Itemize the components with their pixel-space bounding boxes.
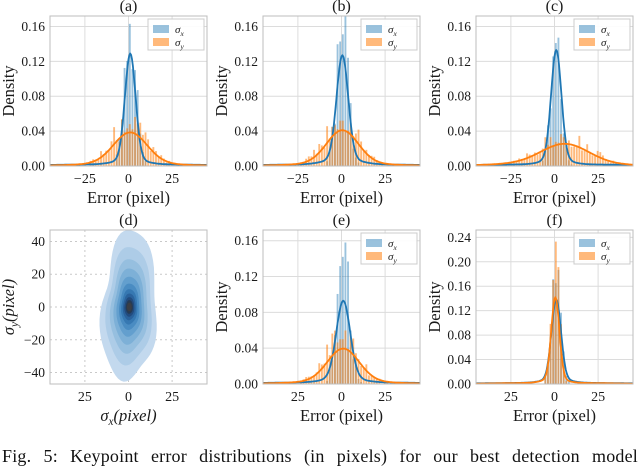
svg-text:Density: Density — [213, 281, 231, 333]
svg-text:0.16: 0.16 — [234, 233, 258, 248]
svg-text:0.00: 0.00 — [234, 377, 258, 392]
svg-text:(a): (a) — [120, 0, 138, 15]
svg-text:0.16: 0.16 — [234, 19, 258, 34]
svg-text:0.20: 0.20 — [447, 254, 471, 269]
svg-text:0: 0 — [338, 390, 345, 405]
svg-text:0.04: 0.04 — [234, 124, 258, 139]
svg-text:σx: σx — [388, 238, 397, 252]
svg-text:25: 25 — [291, 390, 305, 405]
svg-text:25: 25 — [78, 390, 92, 405]
svg-text:0.00: 0.00 — [234, 159, 258, 174]
svg-text:25: 25 — [165, 390, 179, 405]
svg-text:σx(pixel): σx(pixel) — [100, 406, 156, 428]
svg-text:0.08: 0.08 — [447, 89, 471, 104]
svg-text:0.04: 0.04 — [21, 124, 45, 139]
svg-text:Error (pixel): Error (pixel) — [300, 188, 383, 207]
svg-text:0.08: 0.08 — [447, 328, 471, 343]
svg-text:0: 0 — [125, 172, 132, 187]
svg-text:0.08: 0.08 — [234, 89, 258, 104]
figure-caption: Fig. 5: Keypoint error distributions (in… — [2, 446, 638, 466]
svg-text:σx: σx — [388, 24, 397, 38]
subplot-b: 0.00 0.04 0.08 0.12 0.16 −25 0 25 Error (pixel) D… — [213, 0, 426, 212]
svg-text:25: 25 — [378, 172, 392, 187]
svg-text:σy: σy — [601, 251, 610, 265]
svg-text:25: 25 — [591, 172, 605, 187]
svg-text:σx: σx — [601, 24, 610, 38]
svg-text:0.16: 0.16 — [21, 19, 45, 34]
svg-text:25: 25 — [165, 172, 179, 187]
svg-text:σx: σx — [601, 238, 610, 252]
svg-text:−25: −25 — [500, 172, 522, 187]
svg-text:σy: σy — [601, 37, 610, 51]
svg-text:0: 0 — [338, 172, 345, 187]
svg-text:−20: −20 — [24, 332, 45, 347]
subplot-d: −40 −20 0 20 40 25 0 25 σx(pixel) σy(pixel) (d) — [0, 212, 213, 436]
svg-text:(b): (b) — [332, 0, 351, 15]
svg-text:0.16: 0.16 — [447, 19, 471, 34]
svg-text:20: 20 — [32, 267, 46, 282]
svg-text:Error (pixel): Error (pixel) — [513, 188, 596, 207]
svg-text:25: 25 — [378, 390, 392, 405]
svg-text:Error (pixel): Error (pixel) — [87, 188, 170, 207]
svg-text:0.04: 0.04 — [234, 341, 258, 356]
svg-text:0.04: 0.04 — [447, 124, 471, 139]
svg-text:0.00: 0.00 — [447, 159, 471, 174]
svg-text:0.12: 0.12 — [234, 54, 258, 69]
svg-text:0.00: 0.00 — [447, 377, 471, 392]
svg-text:Density: Density — [0, 65, 18, 117]
svg-text:−40: −40 — [24, 365, 45, 380]
subplot-c: 0.00 0.04 0.08 0.12 0.16 −25 0 25 Error (pixel) D… — [426, 0, 639, 212]
svg-text:0.16: 0.16 — [447, 279, 471, 294]
svg-text:−25: −25 — [287, 172, 309, 187]
svg-text:(c): (c) — [546, 0, 564, 15]
svg-text:Density: Density — [426, 65, 444, 117]
svg-text:0.12: 0.12 — [234, 269, 258, 284]
svg-text:25: 25 — [504, 390, 518, 405]
svg-text:Error (pixel): Error (pixel) — [300, 406, 383, 425]
svg-text:0.08: 0.08 — [21, 89, 45, 104]
subplot-row-top: 0.00 0.04 0.08 0.12 0.16 −25 0 25 Error (pixel) D… — [0, 0, 640, 212]
svg-text:σy: σy — [388, 251, 397, 265]
svg-text:−25: −25 — [74, 172, 96, 187]
svg-text:0.08: 0.08 — [234, 305, 258, 320]
svg-text:(e): (e) — [333, 212, 351, 229]
subplot-canvas: −40 −20 0 20 40 25 0 25 σx(pixel) σy(pixel) (d) — [0, 212, 208, 428]
svg-text:0: 0 — [551, 390, 558, 405]
svg-text:(d): (d) — [119, 212, 138, 229]
svg-text:0: 0 — [38, 300, 45, 315]
subplot-a: 0.00 0.04 0.08 0.12 0.16 −25 0 25 Error (pixel) D… — [0, 0, 213, 212]
subplot-e: 0.00 0.04 0.08 0.12 0.16 25 0 25 Error (pixel) De… — [213, 212, 426, 436]
svg-text:Error (pixel): Error (pixel) — [513, 406, 596, 425]
svg-text:(f): (f) — [547, 212, 563, 229]
svg-text:40: 40 — [32, 234, 46, 249]
svg-text:0.12: 0.12 — [447, 54, 471, 69]
svg-text:σy: σy — [388, 37, 397, 51]
svg-text:0: 0 — [125, 390, 132, 405]
svg-text:0.12: 0.12 — [447, 303, 471, 318]
subplot-row-bottom: −40 −20 0 20 40 25 0 25 σx(pixel) σy(pixel) (d) 0.… — [0, 212, 640, 436]
svg-text:0: 0 — [551, 172, 558, 187]
svg-text:0.00: 0.00 — [21, 159, 45, 174]
svg-text:25: 25 — [591, 390, 605, 405]
svg-text:σx: σx — [175, 24, 184, 38]
svg-text:Density: Density — [213, 65, 231, 117]
svg-text:σy: σy — [175, 37, 184, 51]
subplot-f: 0.00 0.04 0.08 0.12 0.16 0.20 0.24 25 0 25 Error (… — [426, 212, 639, 436]
svg-text:0.24: 0.24 — [447, 230, 471, 245]
svg-text:σy(pixel): σy(pixel) — [0, 279, 21, 335]
svg-text:0.04: 0.04 — [447, 352, 471, 367]
svg-text:0.12: 0.12 — [21, 54, 45, 69]
svg-text:Density: Density — [426, 281, 444, 333]
